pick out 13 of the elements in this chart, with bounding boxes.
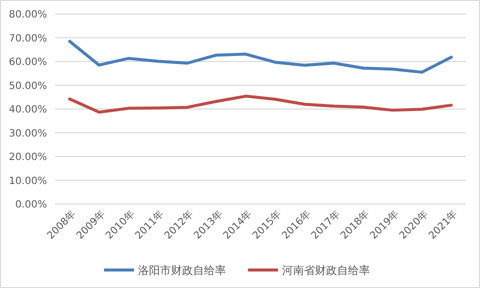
y-tick-label: 10.00%: [8, 176, 47, 187]
y-tick-label: 50.00%: [8, 80, 47, 92]
y-tick-label: 60.00%: [8, 57, 47, 68]
y-tick-label: 40.00%: [8, 104, 47, 116]
y-tick-label: 0.00%: [15, 200, 47, 210]
y-tick-label: 30.00%: [8, 128, 47, 140]
y-tick-label: 80.00%: [8, 10, 47, 20]
line-series: [68, 94, 453, 114]
y-tick-label: 70.00%: [8, 33, 47, 44]
y-tick-label: 20.00%: [8, 152, 47, 163]
line-series: [68, 40, 453, 74]
legend-label: 洛阳市财政自给率: [138, 264, 226, 277]
legend-label: 河南省财政自给率: [282, 264, 370, 277]
